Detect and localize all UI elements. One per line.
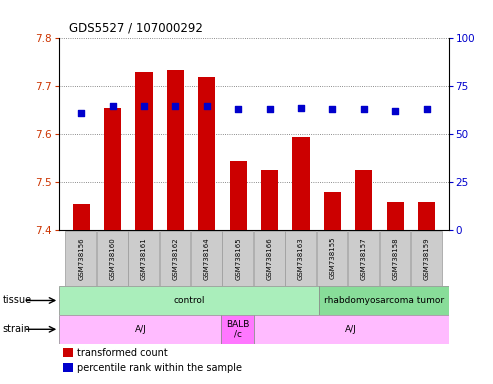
- Text: GSM738155: GSM738155: [329, 237, 335, 280]
- FancyBboxPatch shape: [348, 231, 379, 286]
- Bar: [355, 170, 373, 230]
- Point: [360, 106, 368, 113]
- Text: GDS5527 / 107000292: GDS5527 / 107000292: [69, 22, 203, 35]
- FancyBboxPatch shape: [411, 231, 442, 286]
- Text: GSM738166: GSM738166: [267, 237, 273, 280]
- Bar: [261, 170, 278, 230]
- FancyBboxPatch shape: [319, 286, 449, 315]
- Text: GSM738164: GSM738164: [204, 237, 210, 280]
- Text: GSM738160: GSM738160: [109, 237, 115, 280]
- Text: GSM738157: GSM738157: [361, 237, 367, 280]
- Bar: [418, 202, 435, 230]
- FancyBboxPatch shape: [97, 231, 128, 286]
- Bar: [230, 161, 247, 230]
- Text: A/J: A/J: [135, 325, 146, 334]
- Bar: [63, 348, 73, 357]
- Text: GSM738159: GSM738159: [423, 237, 429, 280]
- Bar: [324, 192, 341, 230]
- Text: rhabdomyosarcoma tumor: rhabdomyosarcoma tumor: [324, 296, 444, 305]
- Text: tissue: tissue: [2, 295, 32, 306]
- Bar: [72, 204, 90, 230]
- FancyBboxPatch shape: [254, 231, 284, 286]
- FancyBboxPatch shape: [222, 231, 253, 286]
- Text: GSM738161: GSM738161: [141, 237, 147, 280]
- Text: GSM738163: GSM738163: [298, 237, 304, 280]
- FancyBboxPatch shape: [380, 231, 410, 286]
- Text: GSM738165: GSM738165: [235, 237, 241, 280]
- Bar: [135, 72, 153, 230]
- FancyBboxPatch shape: [128, 231, 159, 286]
- Text: GSM738156: GSM738156: [78, 237, 84, 280]
- Point: [234, 106, 242, 113]
- Text: A/J: A/J: [346, 325, 357, 334]
- Text: GSM738158: GSM738158: [392, 237, 398, 280]
- Point: [266, 106, 274, 113]
- FancyBboxPatch shape: [285, 231, 316, 286]
- Text: transformed count: transformed count: [77, 348, 168, 358]
- Bar: [63, 363, 73, 372]
- Point: [297, 104, 305, 111]
- Point: [77, 110, 85, 116]
- FancyBboxPatch shape: [254, 315, 449, 344]
- Text: strain: strain: [2, 324, 31, 334]
- Point: [108, 103, 116, 109]
- Text: control: control: [173, 296, 205, 305]
- Point: [391, 108, 399, 114]
- Text: GSM738162: GSM738162: [173, 237, 178, 280]
- FancyBboxPatch shape: [191, 231, 222, 286]
- FancyBboxPatch shape: [59, 286, 319, 315]
- FancyBboxPatch shape: [66, 231, 96, 286]
- Point: [328, 106, 336, 113]
- Point: [423, 106, 430, 113]
- Point: [203, 103, 211, 109]
- Bar: [292, 137, 310, 230]
- FancyBboxPatch shape: [317, 231, 348, 286]
- Text: percentile rank within the sample: percentile rank within the sample: [77, 364, 242, 374]
- FancyBboxPatch shape: [221, 315, 254, 344]
- Bar: [198, 77, 215, 230]
- FancyBboxPatch shape: [59, 315, 221, 344]
- Text: BALB
/c: BALB /c: [226, 319, 249, 339]
- Bar: [387, 202, 404, 230]
- Point: [172, 103, 179, 109]
- Bar: [104, 108, 121, 230]
- Point: [140, 103, 148, 109]
- Bar: [167, 70, 184, 230]
- FancyBboxPatch shape: [160, 231, 190, 286]
